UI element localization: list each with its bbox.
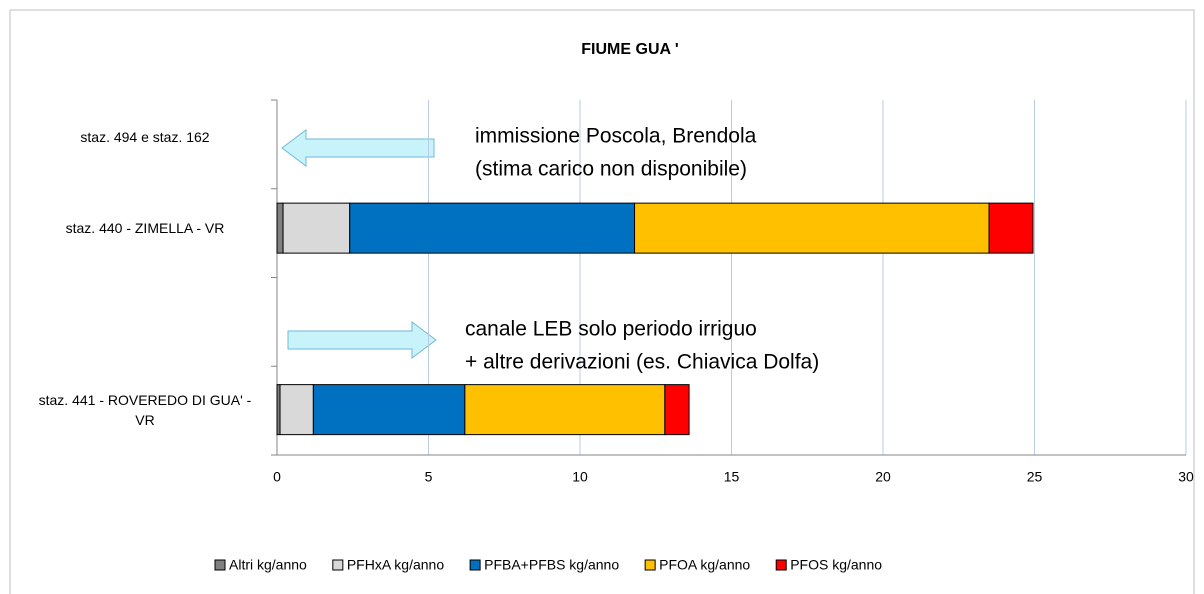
y-tick-label: staz. 441 - ROVEREDO DI GUA' - VR — [38, 391, 252, 428]
x-tick-label: 10 — [572, 469, 588, 485]
legend-swatch — [214, 559, 226, 571]
annotation: (stima carico non disponibile) — [475, 158, 747, 181]
legend-label: PFOS kg/anno — [790, 557, 882, 573]
legend-swatch — [469, 559, 481, 571]
chart-border — [9, 9, 1195, 594]
legend-swatch — [775, 559, 787, 571]
arrow-left — [281, 129, 435, 167]
bar-segment — [664, 384, 690, 436]
bar-segment — [276, 202, 284, 254]
annotation: + altre derivazioni (es. Chiavica Dolfa) — [465, 351, 819, 374]
arrow-right — [287, 321, 437, 359]
chart-title: FIUME GUA ' — [581, 41, 678, 58]
bar-segment — [464, 384, 666, 436]
annotation: canale LEB solo periodo irriguo — [465, 318, 757, 341]
legend-label: PFOA kg/anno — [659, 557, 750, 573]
legend-swatch — [644, 559, 656, 571]
x-tick-label: 20 — [875, 469, 891, 485]
bar-segment — [312, 384, 466, 436]
legend-label: PFBA+PFBS kg/anno — [484, 557, 619, 573]
annotation: immissione Poscola, Brendola — [475, 125, 757, 148]
x-tick-label: 15 — [724, 469, 740, 485]
legend-label: Altri kg/anno — [229, 557, 307, 573]
x-tick-label: 25 — [1027, 469, 1043, 485]
y-tick-label: staz. 440 - ZIMELLA - VR — [65, 220, 225, 237]
bar-segment — [279, 384, 314, 436]
bar-segment — [634, 202, 990, 254]
y-tick-label: staz. 494 e staz. 162 — [80, 129, 210, 146]
bar-segment — [988, 202, 1034, 254]
bar-segment — [282, 202, 351, 254]
bar-segment — [349, 202, 636, 254]
legend-label: PFHxA kg/anno — [347, 557, 444, 573]
x-tick-label: 5 — [425, 469, 433, 485]
x-tick-label: 30 — [1178, 469, 1194, 485]
x-tick-label: 0 — [273, 469, 281, 485]
legend-swatch — [332, 559, 344, 571]
